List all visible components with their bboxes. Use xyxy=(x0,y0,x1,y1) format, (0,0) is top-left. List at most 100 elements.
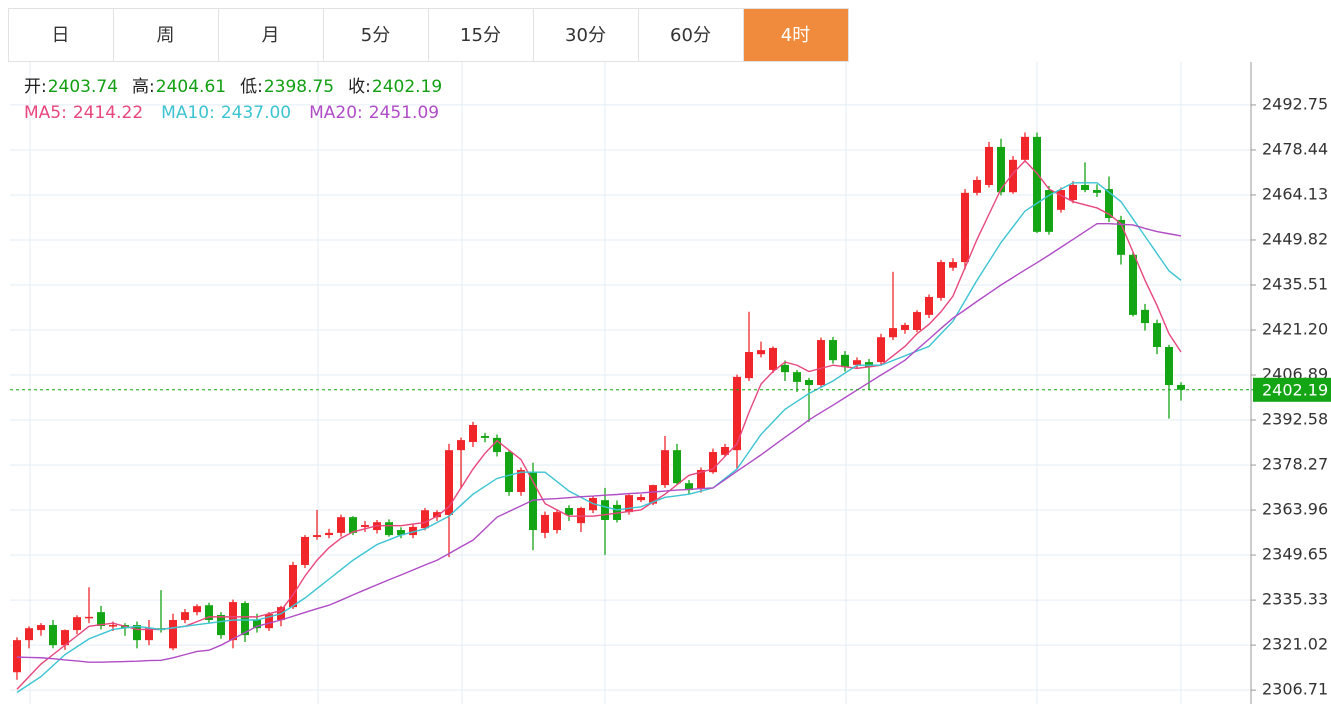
y-tick-label: 2449.82 xyxy=(1262,229,1328,248)
candle-body xyxy=(1117,219,1125,255)
tab[interactable] xyxy=(638,8,744,62)
candle-body xyxy=(349,517,357,533)
candle-body xyxy=(625,495,633,513)
ohlc-label: 低: xyxy=(240,77,263,97)
y-tick-label: 2349.65 xyxy=(1262,545,1328,564)
ohlc-label: 收: xyxy=(348,77,371,97)
candle-body xyxy=(901,324,909,330)
candle-body xyxy=(541,514,549,533)
candle-body xyxy=(421,510,429,529)
y-tick-label: 2492.75 xyxy=(1262,94,1328,113)
tab-bar: 日 周 月 5分 15分 30分 60分 4时 xyxy=(8,8,849,62)
candle-body xyxy=(253,620,261,629)
ohlc-value: 2402.19 xyxy=(372,77,442,97)
candle-body xyxy=(913,312,921,330)
tab-label[interactable]: 60分 xyxy=(670,25,711,46)
tab-label[interactable]: 15分 xyxy=(460,25,501,46)
candle-body xyxy=(73,617,81,631)
candle-body xyxy=(25,628,33,641)
candle-body xyxy=(1105,189,1113,219)
y-tick-label: 2335.33 xyxy=(1262,590,1328,609)
candle-body xyxy=(13,640,21,673)
y-tick-label: 2421.20 xyxy=(1262,319,1328,338)
candle-body xyxy=(961,192,969,263)
candle-body xyxy=(841,354,849,368)
y-tick-label: 2363.96 xyxy=(1262,500,1328,519)
candle-body xyxy=(637,497,645,501)
candle-body xyxy=(553,512,561,531)
candle-body xyxy=(1081,184,1089,191)
candle-body xyxy=(757,350,765,355)
tab[interactable] xyxy=(743,8,849,62)
candle-body xyxy=(517,469,525,492)
ohlc-label: 高: xyxy=(132,77,155,97)
tab[interactable] xyxy=(428,8,534,62)
candle-body xyxy=(805,380,813,386)
legend-label: MA10: xyxy=(161,103,215,123)
candle-body xyxy=(529,472,537,531)
candle-body xyxy=(49,625,57,646)
last-price-label: 2402.19 xyxy=(1262,380,1328,399)
tab-label[interactable]: 月 xyxy=(262,25,280,46)
candle-body xyxy=(985,146,993,185)
candle-body xyxy=(289,564,297,608)
y-tick-label: 2478.44 xyxy=(1262,139,1328,158)
candle-body xyxy=(61,630,69,646)
tab-label[interactable]: 5分 xyxy=(361,25,390,46)
candle-body xyxy=(145,628,153,641)
candle-body xyxy=(1057,190,1065,210)
legend-value: 2437.00 xyxy=(221,103,291,123)
legend-value: 2451.09 xyxy=(369,103,439,123)
tab-label[interactable]: 周 xyxy=(157,25,175,46)
tab[interactable] xyxy=(533,8,639,62)
ohlc-value: 2403.74 xyxy=(48,77,118,97)
ma-line xyxy=(16,222,1182,663)
candle-body xyxy=(397,530,405,536)
candle-body xyxy=(181,612,189,621)
y-tick-label: 2306.71 xyxy=(1262,680,1328,699)
time-grid xyxy=(29,62,1182,704)
candle-body xyxy=(325,532,333,536)
candle-body xyxy=(1021,136,1029,160)
candle-body xyxy=(1141,309,1149,324)
candle-body xyxy=(673,450,681,484)
candle-body xyxy=(445,450,453,515)
candle-body xyxy=(169,620,177,649)
candle-body xyxy=(781,364,789,373)
candle-body xyxy=(409,526,417,536)
candle-body xyxy=(853,360,861,365)
candle-body xyxy=(973,179,981,193)
tab[interactable] xyxy=(323,8,429,62)
candle-body xyxy=(385,522,393,536)
candle-body xyxy=(133,625,141,641)
candle-body xyxy=(997,146,1005,193)
last-price-box xyxy=(1253,377,1331,402)
tab[interactable] xyxy=(113,8,219,62)
y-tick-label: 2464.13 xyxy=(1262,184,1328,203)
candle-body xyxy=(1093,190,1101,193)
candle-body xyxy=(925,296,933,315)
candle-body xyxy=(457,440,465,451)
y-tick-label: 2378.27 xyxy=(1262,455,1328,474)
tab-label[interactable]: 4时 xyxy=(781,25,810,46)
candle-body xyxy=(505,452,513,492)
candle-body xyxy=(661,450,669,486)
candle-body xyxy=(877,337,885,363)
candle-body xyxy=(1009,159,1017,193)
tab-label[interactable]: 30分 xyxy=(565,25,606,46)
tab-label[interactable]: 日 xyxy=(52,25,70,46)
candle-body xyxy=(85,616,93,619)
candle-body xyxy=(889,328,897,338)
candle-body xyxy=(1153,323,1161,347)
candle-body xyxy=(1165,346,1173,386)
tab[interactable] xyxy=(218,8,324,62)
candle-body xyxy=(313,535,321,537)
candle-body xyxy=(565,508,573,515)
candle-body xyxy=(337,517,345,533)
candle-body xyxy=(1069,184,1077,201)
candle-body xyxy=(1033,136,1041,232)
candle-body xyxy=(241,603,249,636)
candle-body xyxy=(97,612,105,626)
tab[interactable] xyxy=(8,8,114,62)
